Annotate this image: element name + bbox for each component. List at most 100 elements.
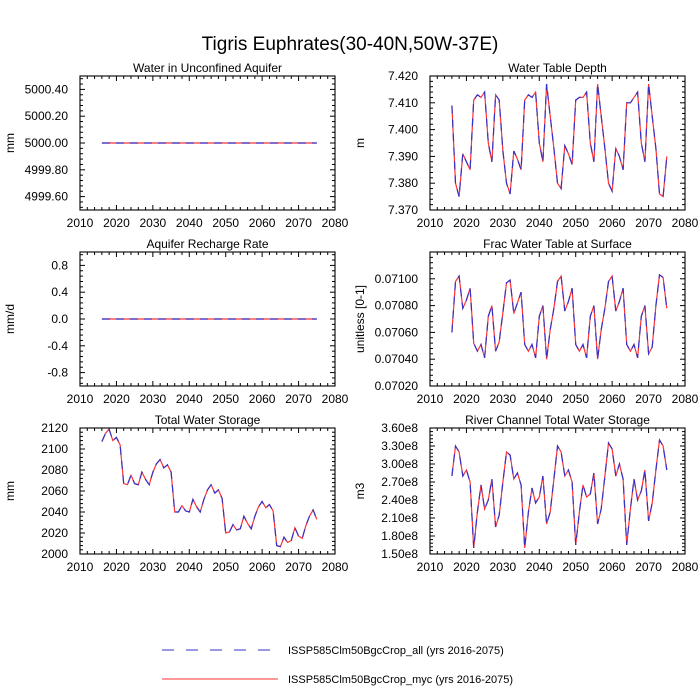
x-tick-label: 2010 [417,560,444,574]
x-tick-label: 2050 [562,216,589,230]
x-tick-label: 2070 [285,560,312,574]
x-tick-label: 2080 [322,392,349,406]
plot-frame [79,251,336,387]
y-tick-label: 0.07040 [375,352,419,366]
x-tick-label: 2010 [417,216,444,230]
legend-label-all: ISSP585Clm50BgcCrop_all (yrs 2016-2075) [288,645,504,657]
x-tick-label: 2040 [526,560,553,574]
y-tick-label: 2120 [41,421,68,435]
x-tick-label: 2050 [212,392,239,406]
y-axis-label: unitless [0-1] [353,285,367,353]
panel-3: Aquifer Recharge Rate mm/d 2010 2020 2030 204… [3,237,349,406]
x-tick-label: 2020 [103,392,130,406]
x-tick-label: 2030 [140,392,167,406]
x-tick-label: 2070 [285,216,312,230]
y-tick-label: 3.00e8 [381,457,418,471]
y-axis-label: mm/d [3,304,17,334]
y-tick-label: 0.07080 [375,299,419,313]
y-axis-label: m [353,138,367,148]
x-tick-label: 2050 [212,216,239,230]
plot-frame [79,75,336,211]
x-tick-label: 2020 [103,216,130,230]
x-tick-label: 2020 [453,560,480,574]
panel-1: Water in Unconfined Aquifer mm 2010 2020 203… [3,61,349,230]
x-tick-label: 2040 [526,216,553,230]
y-tick-label: 4999.60 [25,190,69,204]
x-tick-label: 2060 [599,392,626,406]
y-tick-label: 3.30e8 [381,439,418,453]
x-tick-label: 2080 [672,392,699,406]
x-tick-label: 2070 [635,216,662,230]
series-line-all [451,273,668,360]
series-line-all [101,427,318,548]
panel-title: Water in Unconfined Aquifer [133,61,282,75]
x-tick-label: 2050 [562,392,589,406]
panel-title: Frac Water Table at Surface [483,237,632,251]
y-tick-label: 7.410 [388,96,418,110]
x-tick-label: 2030 [490,392,517,406]
y-tick-label: 2060 [41,484,68,498]
x-tick-label: 2070 [285,392,312,406]
x-tick-label: 2040 [526,392,553,406]
y-tick-label: 3.60e8 [381,421,418,435]
plot-frame [79,427,336,555]
y-tick-label: 2080 [41,463,68,477]
y-tick-label: 1.80e8 [381,529,418,543]
x-tick-label: 2060 [249,560,276,574]
y-tick-label: 2.70e8 [381,475,418,489]
x-tick-label: 2010 [67,392,94,406]
x-tick-label: 2020 [453,392,480,406]
plot-frame [429,251,686,387]
x-tick-label: 2080 [322,216,349,230]
x-tick-label: 2020 [453,216,480,230]
x-tick-label: 2050 [562,560,589,574]
y-tick-label: 2040 [41,505,68,519]
x-tick-label: 2010 [67,216,94,230]
y-tick-label: 0.07020 [375,379,419,393]
series-line-all [451,438,668,549]
series-line-myc [451,438,668,549]
panel-6: River Channel Total Water Storage m3 2010 2… [353,413,699,574]
panel-4: Frac Water Table at Surface unitless [0-1… [353,237,699,406]
x-tick-label: 2080 [672,216,699,230]
x-tick-label: 2010 [417,392,444,406]
y-tick-label: 2020 [41,526,68,540]
y-tick-label: -0.4 [47,339,68,353]
x-tick-label: 2030 [490,560,517,574]
plot-frame [429,75,686,211]
panel-5: Total Water Storage mm 2010 2020 2030 2040 205… [3,413,349,574]
x-tick-label: 2030 [140,560,167,574]
y-tick-label: 7.380 [388,176,418,190]
x-tick-label: 2030 [490,216,517,230]
y-axis-label: mm [3,481,17,501]
plot-frame [429,427,686,555]
x-tick-label: 2030 [140,216,167,230]
x-tick-label: 2060 [249,392,276,406]
y-tick-label: 7.390 [388,149,418,163]
y-axis-label: mm [3,133,17,153]
legend: ISSP585Clm50BgcCrop_all (yrs 2016-2075) … [162,645,513,686]
x-tick-label: 2070 [635,560,662,574]
y-tick-label: 5000.00 [25,136,69,150]
x-tick-label: 2080 [322,560,349,574]
y-tick-label: -0.8 [47,366,68,380]
figure-title: Tigris Euphrates(30-40N,50W-37E) [202,34,499,55]
x-tick-label: 2050 [212,560,239,574]
y-tick-label: 2.40e8 [381,493,418,507]
x-tick-label: 2040 [176,560,203,574]
x-tick-label: 2060 [599,560,626,574]
x-tick-label: 2080 [672,560,699,574]
y-tick-label: 0.4 [51,285,68,299]
x-tick-label: 2070 [635,392,662,406]
panels: Water in Unconfined Aquifer mm 2010 2020 203… [3,61,699,574]
y-tick-label: 0.07060 [375,325,419,339]
panel-title: River Channel Total Water Storage [465,413,650,427]
y-tick-label: 0.8 [51,258,68,272]
y-tick-label: 1.50e8 [381,547,418,561]
y-tick-label: 5000.20 [25,109,69,123]
series-line-all [451,83,668,198]
y-tick-label: 7.400 [388,123,418,137]
panel-2: Water Table Depth m 2010 2020 2030 2040 2050 20… [353,61,699,230]
y-tick-label: 2.10e8 [381,511,418,525]
